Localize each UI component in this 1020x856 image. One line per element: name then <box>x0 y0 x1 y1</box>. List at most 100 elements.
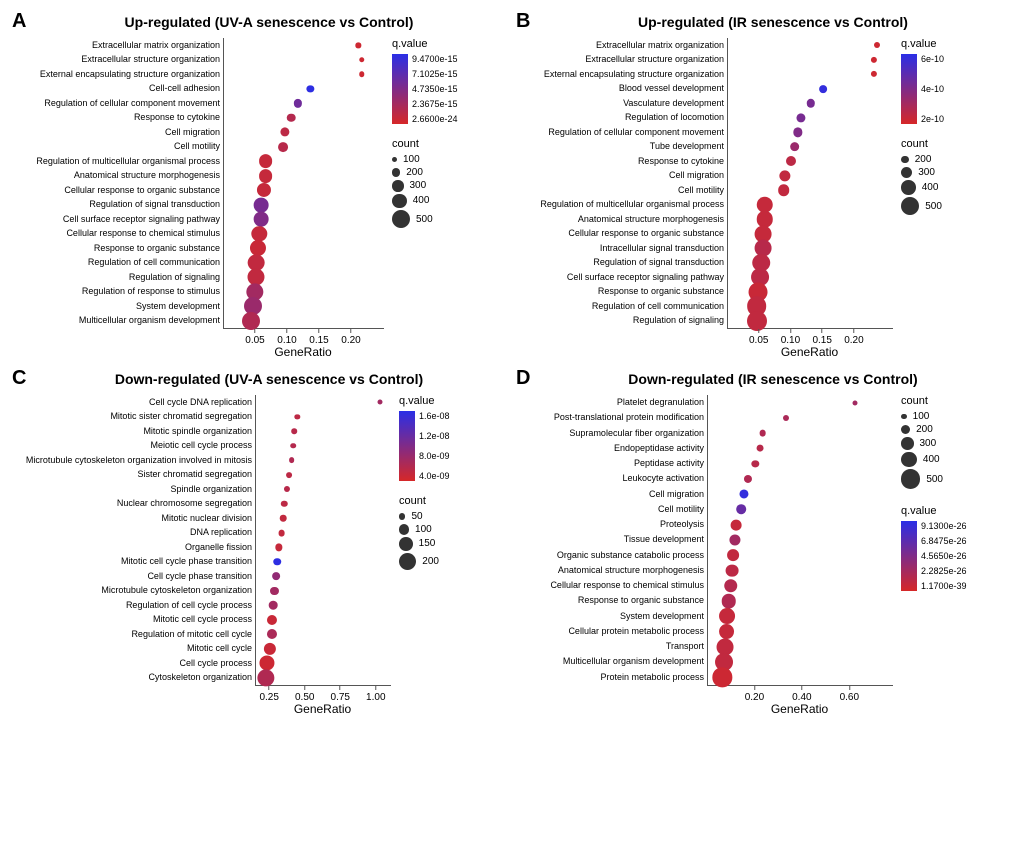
y-term-label: System development <box>514 612 704 621</box>
panel-title: Down-regulated (UV-A senescence vs Contr… <box>10 371 506 387</box>
legend-title-count: count <box>399 495 450 507</box>
size-legend-dot <box>901 469 920 488</box>
colorbar <box>399 411 415 481</box>
data-point <box>853 400 858 405</box>
data-point <box>731 519 742 530</box>
legend-title-count: count <box>901 395 967 407</box>
y-term-label: Microtubule cytoskeleton organization <box>10 586 252 595</box>
colorbar <box>392 54 408 124</box>
data-point <box>254 197 269 212</box>
x-tick: 0.10 <box>781 329 800 346</box>
y-term-label: Organic substance catabolic process <box>514 551 704 560</box>
y-term-label: Cell motility <box>10 142 220 151</box>
y-term-label: Cell cycle process <box>10 659 252 668</box>
y-term-label: Response to organic substance <box>514 287 724 296</box>
size-legend-row: 100 <box>901 411 967 422</box>
data-point <box>783 415 789 421</box>
x-tick: 0.15 <box>812 329 831 346</box>
y-axis-labels: Platelet degranulation Post-translational… <box>514 395 707 685</box>
data-point <box>819 85 827 93</box>
panel-B: BUp-regulated (IR senescence vs Control)… <box>514 10 1010 359</box>
y-term-label: Endopeptidase activity <box>514 444 704 453</box>
size-legend-dot <box>901 414 907 420</box>
data-point <box>730 534 741 545</box>
y-term-label: Platelet degranulation <box>514 398 704 407</box>
y-term-label: Mitotic nuclear division <box>10 514 252 523</box>
data-point <box>278 142 288 152</box>
size-legend-dot <box>399 513 405 519</box>
size-legend-row: 300 <box>901 167 944 178</box>
data-point <box>727 549 739 561</box>
data-point <box>359 72 364 77</box>
y-term-label: External encapsulating structure organiz… <box>10 70 220 79</box>
y-term-label: Anatomical structure morphogenesis <box>514 566 704 575</box>
data-point <box>275 544 282 551</box>
y-term-label: Peptidase activity <box>514 459 704 468</box>
y-term-label: External encapsulating structure organiz… <box>514 70 724 79</box>
colorbar-labels: 1.6e-081.2e-088.0e-094.0e-09 <box>419 411 450 481</box>
y-term-label: Meiotic cell cycle process <box>10 441 252 450</box>
legend-title-qvalue: q.value <box>901 505 967 517</box>
legend-title-qvalue: q.value <box>392 38 458 50</box>
y-term-label: Post-translational protein modification <box>514 413 704 422</box>
data-point <box>267 615 277 625</box>
y-term-label: System development <box>10 302 220 311</box>
data-point <box>307 85 314 92</box>
data-point <box>871 71 877 77</box>
data-point <box>270 587 278 595</box>
y-term-label: Extracellular matrix organization <box>10 41 220 50</box>
y-term-label: Extracellular matrix organization <box>514 41 724 50</box>
y-term-label: Nuclear chromosome segregation <box>10 499 252 508</box>
y-term-label: Tissue development <box>514 535 704 544</box>
y-term-label: Cell surface receptor signaling pathway <box>514 273 724 282</box>
y-term-label: Regulation of multicellular organismal p… <box>514 200 724 209</box>
y-term-label: Cell migration <box>514 490 704 499</box>
y-term-label: Cytoskeleton organization <box>10 673 252 682</box>
data-point <box>281 501 287 507</box>
y-term-label: Mitotic cell cycle process <box>10 615 252 624</box>
y-term-label: Cellular response to organic substance <box>514 229 724 238</box>
colorbar <box>901 521 917 591</box>
x-tick: 0.20 <box>745 686 764 703</box>
panel-letter: A <box>12 10 26 33</box>
data-point <box>874 42 880 48</box>
y-term-label: Sister chromatid segregation <box>10 470 252 479</box>
y-term-label: Regulation of signal transduction <box>514 258 724 267</box>
y-term-label: Cell motility <box>514 186 724 195</box>
data-point <box>739 490 748 499</box>
x-tick: 0.60 <box>840 686 859 703</box>
x-axis: 0.050.100.150.20GeneRatio <box>223 329 383 359</box>
data-point <box>284 486 290 492</box>
y-term-label: Supramolecular fiber organization <box>514 429 704 438</box>
size-legend-row: 200 <box>901 154 944 165</box>
size-legend-row: 100 <box>392 154 458 165</box>
size-legend-row: 500 <box>901 197 944 215</box>
panel-A: AUp-regulated (UV-A senescence vs Contro… <box>10 10 506 359</box>
size-legend-dot <box>392 210 410 228</box>
x-tick: 0.25 <box>259 686 278 703</box>
y-term-label: Cellular response to organic substance <box>10 186 220 195</box>
colorbar-labels: 9.4700e-157.1025e-154.7350e-152.3675e-15… <box>412 54 458 124</box>
data-point <box>269 601 278 610</box>
data-point <box>295 414 300 419</box>
data-point <box>747 311 767 331</box>
data-point <box>778 184 790 196</box>
legend: q.value6e-104e-102e-10count200300400500 <box>893 38 944 359</box>
y-term-label: Regulation of signaling <box>10 273 220 282</box>
size-legend-row: 200 <box>392 167 458 178</box>
size-legend-dot <box>901 156 909 164</box>
data-point <box>719 608 735 624</box>
y-term-label: Regulation of multicellular organismal p… <box>10 157 220 166</box>
panel-letter: D <box>516 367 530 390</box>
y-term-label: Regulation of cellular component movemen… <box>10 99 220 108</box>
y-term-label: Mitotic spindle organization <box>10 427 252 436</box>
y-term-label: Leukocyte activation <box>514 474 704 483</box>
colorbar <box>901 54 917 124</box>
x-tick: 0.75 <box>331 686 350 703</box>
x-tick: 0.20 <box>844 329 863 346</box>
size-legend-dot <box>392 157 397 162</box>
data-point <box>286 472 292 478</box>
y-term-label: Regulation of signal transduction <box>10 200 220 209</box>
panel-D: DDown-regulated (IR senescence vs Contro… <box>514 367 1010 716</box>
data-point <box>744 475 752 483</box>
